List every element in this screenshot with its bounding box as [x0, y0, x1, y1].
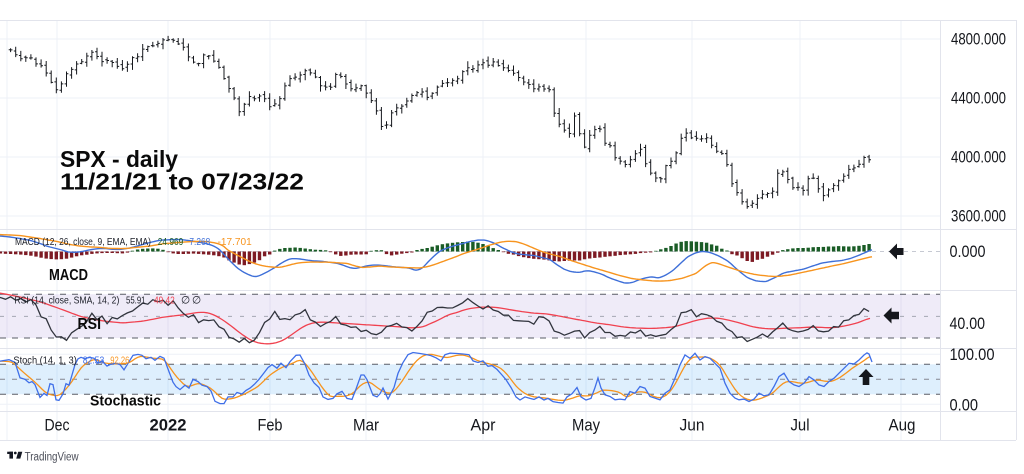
- svg-text:Jul: Jul: [791, 416, 810, 435]
- svg-text:RSI: RSI: [78, 316, 102, 333]
- svg-text:∅: ∅: [192, 295, 201, 307]
- svg-text:Feb: Feb: [258, 416, 283, 435]
- svg-text:49.42: 49.42: [154, 295, 175, 307]
- svg-text:Stochastic: Stochastic: [90, 394, 161, 410]
- svg-text:3600.000: 3600.000: [951, 208, 1006, 226]
- svg-text:May: May: [572, 416, 600, 435]
- svg-text:MACD: MACD: [49, 267, 88, 284]
- svg-text:Aug: Aug: [889, 416, 916, 435]
- svg-text:2022: 2022: [150, 416, 187, 435]
- svg-text:Jun: Jun: [680, 416, 705, 435]
- svg-text:4800.000: 4800.000: [951, 31, 1006, 49]
- svg-text:SPX - daily: SPX - daily: [60, 146, 178, 172]
- svg-text:Apr: Apr: [471, 416, 496, 435]
- svg-text:Dec: Dec: [45, 416, 70, 435]
- svg-text:100.00: 100.00: [950, 346, 995, 364]
- svg-text:Stoch (14, 1, 3): Stoch (14, 1, 3): [13, 355, 76, 367]
- svg-text:55.91: 55.91: [126, 295, 146, 307]
- svg-text:92.26: 92.26: [110, 355, 129, 367]
- svg-text:0.00: 0.00: [950, 396, 979, 414]
- svg-text:82.53: 82.53: [83, 355, 105, 367]
- svg-text:RSI (14, close, SMA, 14, 2): RSI (14, close, SMA, 14, 2): [14, 295, 119, 307]
- svg-text:4000.000: 4000.000: [951, 149, 1006, 167]
- svg-text:7.268: 7.268: [189, 236, 210, 248]
- svg-text:0.000: 0.000: [950, 243, 986, 261]
- svg-text:40.00: 40.00: [950, 315, 986, 333]
- svg-text:TradingView: TradingView: [25, 451, 80, 463]
- svg-text:MACD (12, 26, close, 9, EMA, E: MACD (12, 26, close, 9, EMA, EMA): [15, 236, 151, 248]
- svg-text:11/21/21 to 07/23/22: 11/21/21 to 07/23/22: [60, 169, 304, 195]
- svg-text:Mar: Mar: [353, 416, 379, 435]
- svg-text:-17.701: -17.701: [218, 236, 252, 248]
- svg-text:24.969: 24.969: [158, 236, 184, 248]
- svg-text:4400.000: 4400.000: [951, 90, 1006, 108]
- svg-text:∅: ∅: [181, 295, 190, 307]
